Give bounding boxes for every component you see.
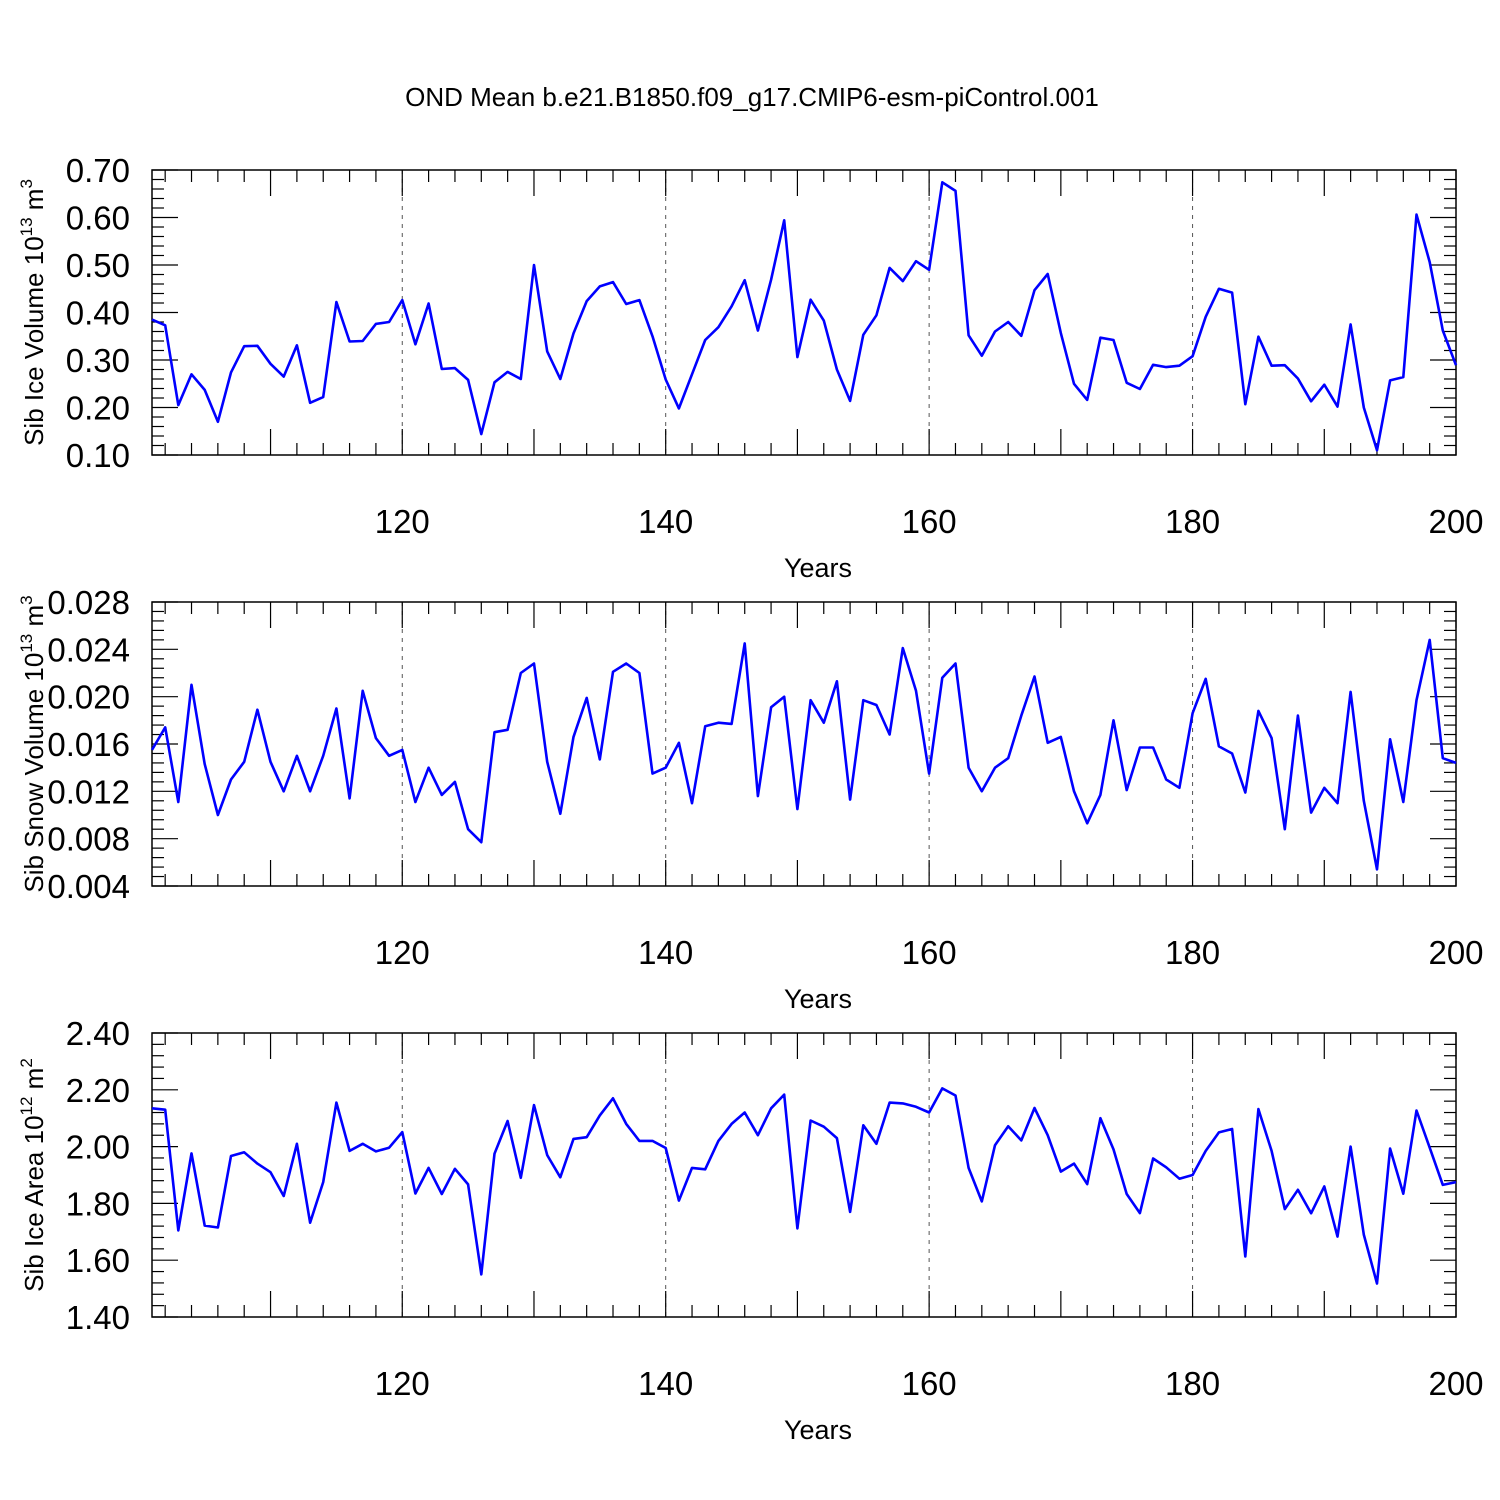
x-tick-label: 200: [1428, 934, 1483, 971]
y-tick-label: 0.028: [47, 584, 130, 621]
y-axis-label: Sib Ice Area 1012 m2: [17, 1058, 49, 1292]
y-label-name: Sib Snow Volume 10: [19, 653, 49, 893]
y-tick-label: 0.70: [66, 152, 130, 189]
panel-ice-volume: 0.10 0.20 0.30 0.40 0.50 0.60 0.70 120 140 160 180…: [17, 152, 1484, 583]
x-tick-label: 140: [638, 934, 693, 971]
x-tick-label: 180: [1165, 1365, 1220, 1402]
x-tick-label: 180: [1165, 934, 1220, 971]
y-label-unit-exponent: 2: [17, 1058, 36, 1067]
y-tick-label: 0.020: [47, 679, 130, 716]
y-tick-label: 0.008: [47, 821, 130, 858]
x-axis-label: Years: [784, 984, 852, 1014]
y-label-unit-exponent: 3: [17, 595, 36, 604]
y-label-exponent: 13: [17, 634, 36, 653]
x-tick-label: 120: [375, 934, 430, 971]
y-tick-label: 0.012: [47, 773, 130, 810]
y-tick-label: 0.30: [66, 342, 130, 379]
y-label-name: Sib Ice Area 10: [19, 1115, 49, 1291]
y-tick-label: 0.60: [66, 200, 130, 237]
y-tick-label: 0.004: [47, 868, 130, 905]
y-label-unit: m: [19, 1068, 49, 1097]
x-tick-label: 200: [1428, 503, 1483, 540]
panel-snow-volume: 0.004 0.008 0.012 0.016 0.020 0.024 0.028 120 14…: [17, 584, 1484, 1014]
x-tick-label: 140: [638, 1365, 693, 1402]
y-label-name: Sib Ice Volume 10: [19, 236, 49, 446]
y-tick-label: 0.50: [66, 247, 130, 284]
series-line: [151, 181, 1458, 452]
x-tick-label: 160: [902, 1365, 957, 1402]
y-label-unit: m: [19, 605, 49, 634]
y-tick-label: 0.20: [66, 390, 130, 427]
x-axis-label: Years: [784, 553, 852, 583]
x-tick-label: 140: [638, 503, 693, 540]
chart-title: OND Mean b.e21.B1850.f09_g17.CMIP6-esm-p…: [405, 82, 1099, 112]
y-axis-label: Sib Ice Volume 1013 m3: [17, 179, 49, 446]
x-axis-label: Years: [784, 1415, 852, 1445]
series-line: [151, 1087, 1457, 1285]
y-tick-label: 2.20: [66, 1072, 130, 1109]
y-label-exponent: 12: [17, 1097, 36, 1116]
y-tick-label: 0.016: [47, 726, 130, 763]
x-tick-label: 120: [375, 503, 430, 540]
panel-ice-area: 1.40 1.60 1.80 2.00 2.20 2.40 120 140 160 180 200 Y…: [17, 1015, 1484, 1445]
y-axis-label: Sib Snow Volume 1013 m3: [17, 595, 49, 892]
x-tick-label: 160: [902, 503, 957, 540]
y-tick-label: 1.40: [66, 1299, 130, 1336]
series-line: [150, 638, 1457, 871]
y-tick-label: 1.60: [66, 1242, 130, 1279]
y-tick-label: 0.40: [66, 295, 130, 332]
y-label-unit-exponent: 3: [17, 179, 36, 188]
y-label-exponent: 13: [17, 217, 36, 236]
x-tick-label: 120: [375, 1365, 430, 1402]
y-tick-label: 0.024: [47, 631, 130, 668]
y-tick-label: 2.40: [66, 1015, 130, 1052]
x-tick-label: 180: [1165, 503, 1220, 540]
x-tick-label: 200: [1428, 1365, 1483, 1402]
x-tick-label: 160: [902, 934, 957, 971]
plot-frame: [151, 1032, 1457, 1318]
y-tick-label: 2.00: [66, 1129, 130, 1166]
plot-frame: [151, 169, 1457, 456]
y-tick-label: 1.80: [66, 1185, 130, 1222]
y-label-unit: m: [19, 189, 49, 218]
y-tick-label: 0.10: [66, 437, 130, 474]
